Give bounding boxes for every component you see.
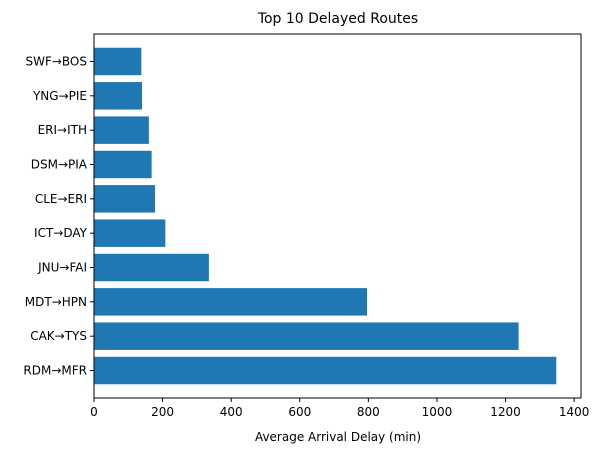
- x-tick-label: 600: [288, 405, 311, 419]
- x-tick-label: 1000: [422, 405, 453, 419]
- y-tick-label: ICT→DAY: [34, 226, 88, 240]
- bars-group: [94, 47, 557, 385]
- bar: [94, 150, 152, 179]
- chart-title: Top 10 Delayed Routes: [257, 11, 418, 27]
- bar: [94, 185, 156, 213]
- bar: [94, 47, 142, 76]
- x-tick-label: 1200: [490, 405, 521, 419]
- x-tick-label: 200: [151, 405, 174, 419]
- y-tick-label: ERI→ITH: [38, 123, 87, 137]
- y-tick-label: MDT→HPN: [25, 295, 87, 309]
- bar: [94, 253, 209, 282]
- y-tick-label: CLE→ERI: [35, 192, 87, 206]
- y-axis-ticks: RDM→MFR CAK→TYS MDT→HPN JNU→FAI ICT→DAY CLE→E…: [23, 54, 94, 378]
- bar: [94, 116, 149, 144]
- bar: [94, 219, 166, 247]
- plot-frame: [93, 33, 582, 399]
- bar: [94, 82, 143, 110]
- bar: [94, 356, 557, 385]
- y-tick-label: RDM→MFR: [23, 364, 87, 378]
- x-tick-label: 400: [220, 405, 243, 419]
- x-tick-label: 0: [90, 405, 98, 419]
- x-tick-label: 1400: [559, 405, 590, 419]
- bar: [94, 322, 519, 350]
- y-tick-label: JNU→FAI: [37, 261, 87, 275]
- x-tick-label: 800: [357, 405, 380, 419]
- y-tick-label: CAK→TYS: [30, 329, 87, 343]
- x-axis-title: Average Arrival Delay (min): [255, 430, 421, 444]
- x-axis-ticks: 0 200 400 600 800 1000 1200 1400: [90, 398, 589, 419]
- y-tick-label: SWF→BOS: [25, 54, 87, 68]
- y-tick-label: DSM→PIA: [31, 157, 88, 171]
- bar: [94, 288, 367, 316]
- y-tick-label: YNG→PIE: [32, 89, 87, 103]
